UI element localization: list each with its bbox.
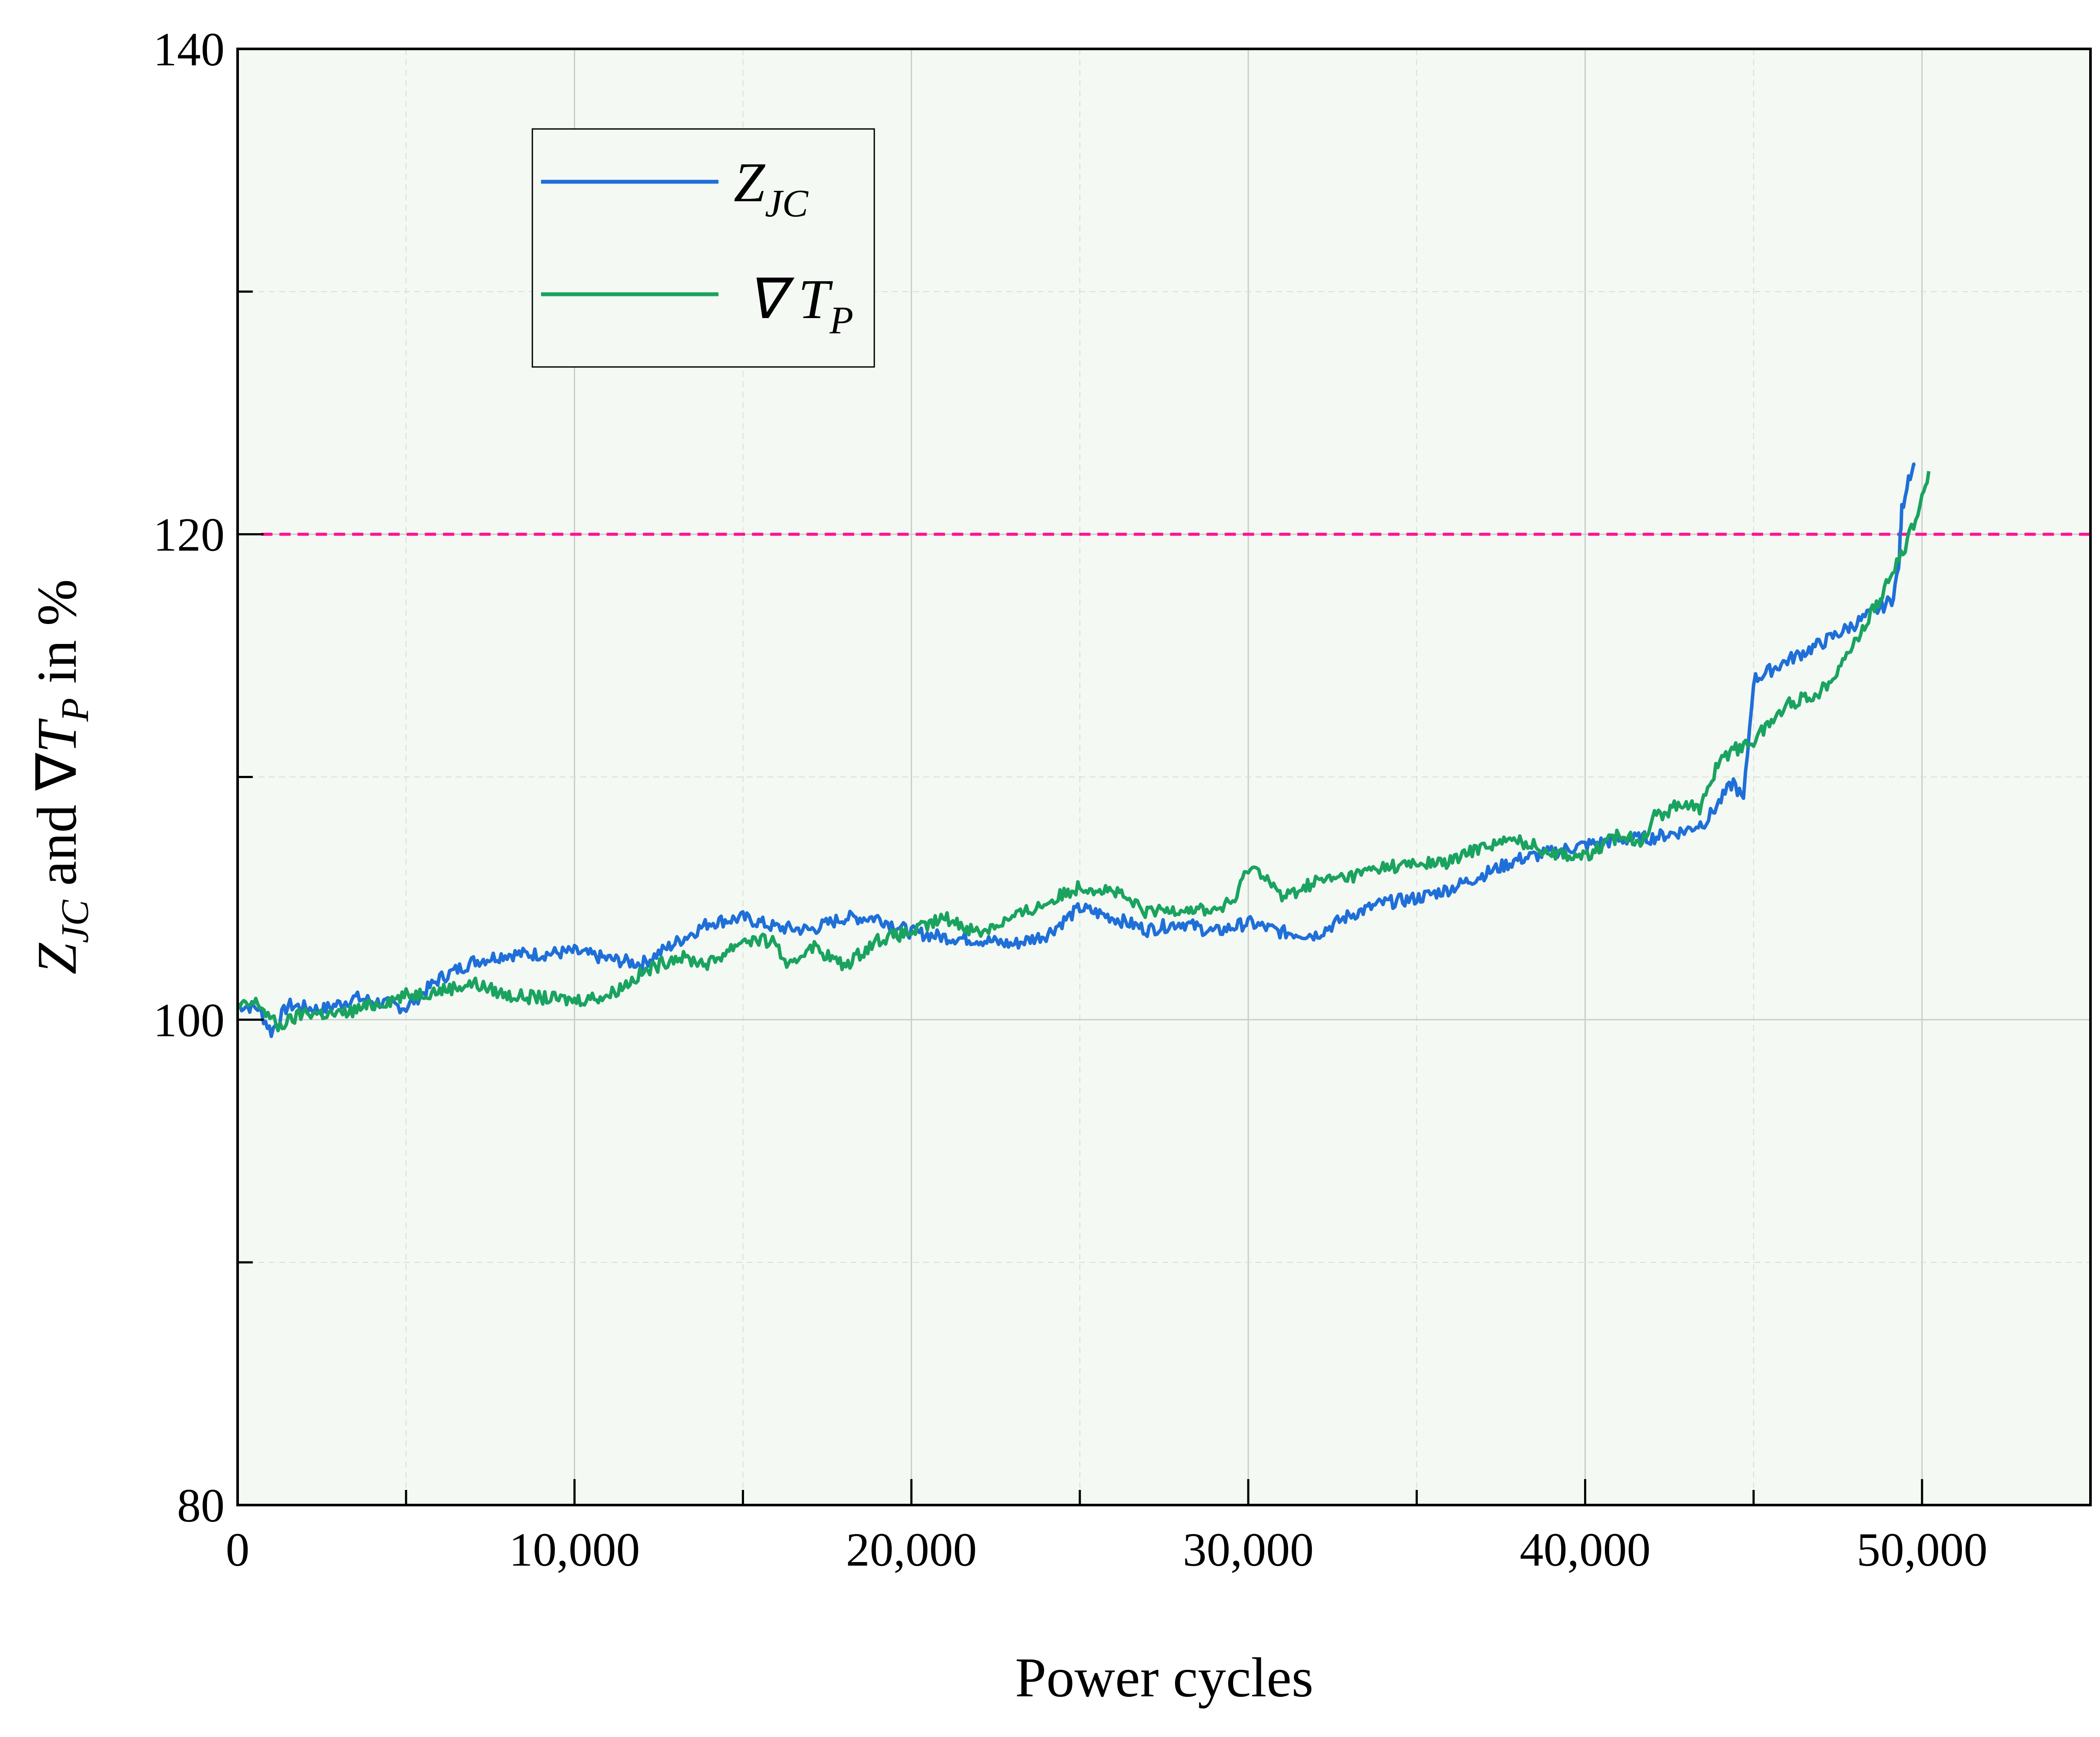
legend-label-zjc: ZJC: [734, 151, 808, 225]
x-tick-label: 40,000: [1520, 1523, 1651, 1576]
legend-label-grad-tp-main: ∇ T: [747, 268, 833, 331]
legend-label-zjc-main: Z: [734, 151, 766, 214]
y-axis-title-sub: JC: [54, 900, 97, 943]
y-axis-title-main2: T: [26, 718, 88, 753]
y-axis-title-mid: and ∇: [26, 753, 88, 900]
ticks: 0 10,000 20,000 30,000 40,000 50,000 80 100 120 1…: [153, 23, 2092, 1576]
y-axis-title-tail: in %: [26, 579, 88, 698]
legend-label-grad-tp: ∇ TP: [747, 268, 854, 342]
y-tick-label: 100: [153, 994, 225, 1046]
x-tick-label: 0: [226, 1523, 250, 1576]
x-tick-label: 50,000: [1857, 1523, 1988, 1576]
y-axis-title: ZJC and ∇TP in %: [26, 579, 97, 975]
x-axis-title: Power cycles: [1015, 1647, 1313, 1709]
legend-label-zjc-sub: JC: [765, 182, 808, 225]
series-line-grad-tp: [236, 471, 1931, 1033]
x-tick-label: 10,000: [509, 1523, 640, 1576]
y-axis-title-sub2: P: [54, 698, 97, 722]
legend-label-grad-tp-sub: P: [829, 299, 854, 342]
series-layer: [236, 462, 1931, 1038]
x-tick-label: 20,000: [846, 1523, 977, 1576]
y-tick-label: 120: [153, 508, 225, 561]
y-axis-title-main: Z: [26, 942, 88, 975]
legend-box: [531, 128, 875, 368]
legend: ZJC ∇ TP: [531, 128, 875, 368]
grid-lines: [238, 49, 2090, 1505]
x-tick-label: 30,000: [1183, 1523, 1314, 1576]
y-tick-label: 140: [153, 23, 225, 76]
y-tick-label: 80: [177, 1479, 225, 1532]
